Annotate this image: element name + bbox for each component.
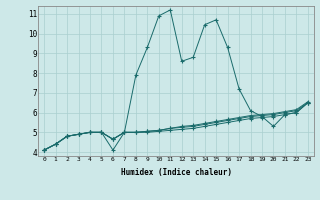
X-axis label: Humidex (Indice chaleur): Humidex (Indice chaleur)	[121, 168, 231, 177]
